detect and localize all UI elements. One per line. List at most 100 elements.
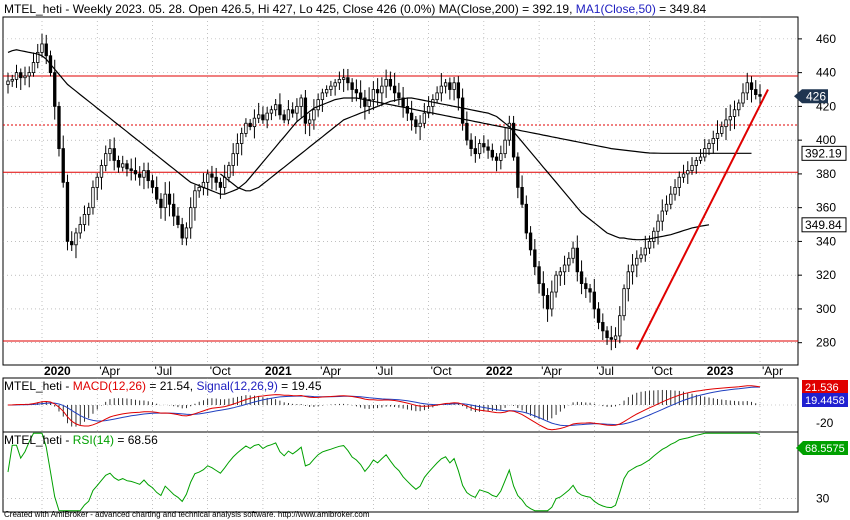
x-tick-label: 2021 bbox=[265, 364, 292, 378]
price-last-label: 392.19 bbox=[801, 145, 847, 161]
candle bbox=[490, 143, 495, 161]
candle bbox=[537, 261, 541, 294]
candle bbox=[159, 193, 163, 219]
macd-line bbox=[7, 385, 761, 431]
candle bbox=[596, 302, 601, 330]
candle bbox=[737, 99, 741, 117]
candle bbox=[278, 93, 282, 120]
candle bbox=[711, 130, 715, 154]
candle bbox=[206, 169, 210, 196]
candle bbox=[622, 284, 626, 321]
candle bbox=[745, 73, 749, 101]
candle bbox=[439, 73, 444, 102]
candle bbox=[324, 85, 329, 97]
candle bbox=[528, 226, 533, 256]
candle bbox=[758, 84, 762, 107]
candle bbox=[57, 101, 61, 157]
price-tick-label: 360 bbox=[816, 201, 836, 215]
candle bbox=[189, 197, 193, 239]
candle bbox=[426, 96, 431, 119]
candle bbox=[584, 277, 588, 298]
candle bbox=[630, 254, 635, 285]
candle bbox=[380, 77, 384, 107]
candle bbox=[686, 161, 690, 184]
candle bbox=[104, 145, 108, 172]
candle bbox=[728, 104, 732, 131]
signal-line bbox=[8, 386, 760, 427]
candle bbox=[443, 79, 448, 94]
candle bbox=[588, 283, 592, 303]
candle bbox=[82, 205, 87, 232]
candle bbox=[112, 137, 116, 171]
candle bbox=[567, 252, 571, 272]
candle bbox=[669, 186, 673, 210]
macd-last-label: 21.536 bbox=[802, 380, 848, 394]
support-trendline bbox=[635, 89, 769, 350]
candle bbox=[295, 98, 299, 121]
price-candles bbox=[6, 33, 762, 351]
price-title: MTEL_heti - Weekly 2023. 05. 28. Open 42… bbox=[4, 2, 707, 16]
candle bbox=[201, 173, 206, 196]
candle bbox=[499, 145, 503, 170]
candle bbox=[724, 107, 728, 141]
candle bbox=[91, 180, 95, 215]
candle bbox=[639, 247, 643, 263]
candle bbox=[316, 93, 320, 117]
candle bbox=[23, 66, 27, 86]
candle bbox=[392, 72, 397, 102]
x-tick-label: 'Oct bbox=[652, 364, 674, 378]
candle bbox=[371, 81, 376, 111]
price-tick-label: 340 bbox=[816, 234, 836, 248]
candle bbox=[571, 241, 575, 264]
candle bbox=[414, 115, 418, 134]
candle bbox=[227, 161, 231, 183]
candle bbox=[210, 165, 214, 190]
candle bbox=[248, 119, 252, 131]
candle bbox=[78, 216, 82, 239]
candle bbox=[40, 33, 44, 58]
panel-frames bbox=[2, 16, 799, 513]
candle bbox=[307, 113, 312, 137]
horizontal-levels bbox=[3, 75, 798, 342]
candle bbox=[218, 177, 223, 199]
candle bbox=[452, 77, 456, 101]
candle bbox=[341, 68, 346, 92]
footer-credit: Created with AmiBroker - advanced charti… bbox=[4, 510, 370, 519]
candle bbox=[167, 181, 172, 217]
rsi-title: MTEL_heti - RSI(14) = 68.56 bbox=[4, 433, 158, 447]
candle bbox=[155, 176, 159, 204]
candle bbox=[477, 139, 482, 159]
rsi-panel-frame bbox=[2, 431, 799, 513]
candle bbox=[10, 74, 14, 87]
candle bbox=[613, 327, 618, 349]
candle bbox=[618, 306, 622, 344]
x-tick-label: 2022 bbox=[486, 364, 513, 378]
candle bbox=[223, 164, 227, 194]
candle bbox=[121, 155, 125, 172]
candle bbox=[388, 71, 393, 91]
x-tick-label: 'Jul bbox=[375, 364, 393, 378]
price-tick-label: 440 bbox=[816, 66, 836, 80]
candle bbox=[320, 88, 325, 112]
candle bbox=[401, 86, 405, 118]
candle bbox=[244, 118, 248, 138]
price-tick-label: 400 bbox=[816, 133, 836, 147]
candle bbox=[405, 97, 410, 122]
candle bbox=[65, 174, 70, 251]
candle bbox=[579, 260, 584, 295]
macd-title-name: MACD(12,26) bbox=[73, 379, 146, 393]
candle bbox=[172, 193, 176, 226]
candle bbox=[609, 325, 613, 351]
macd-title: MTEL_heti - MACD(12,26) = 21.54, Signal(… bbox=[4, 379, 322, 393]
price-last-label: 426 bbox=[794, 89, 828, 104]
candle bbox=[273, 98, 278, 117]
candle bbox=[520, 175, 524, 208]
candle bbox=[465, 111, 469, 146]
candle bbox=[150, 174, 155, 194]
candle bbox=[61, 135, 65, 188]
candle bbox=[473, 136, 478, 163]
price-last-value-labels: 426 392.19 349.84 bbox=[794, 89, 847, 233]
candle bbox=[562, 255, 567, 285]
candle bbox=[516, 152, 520, 199]
